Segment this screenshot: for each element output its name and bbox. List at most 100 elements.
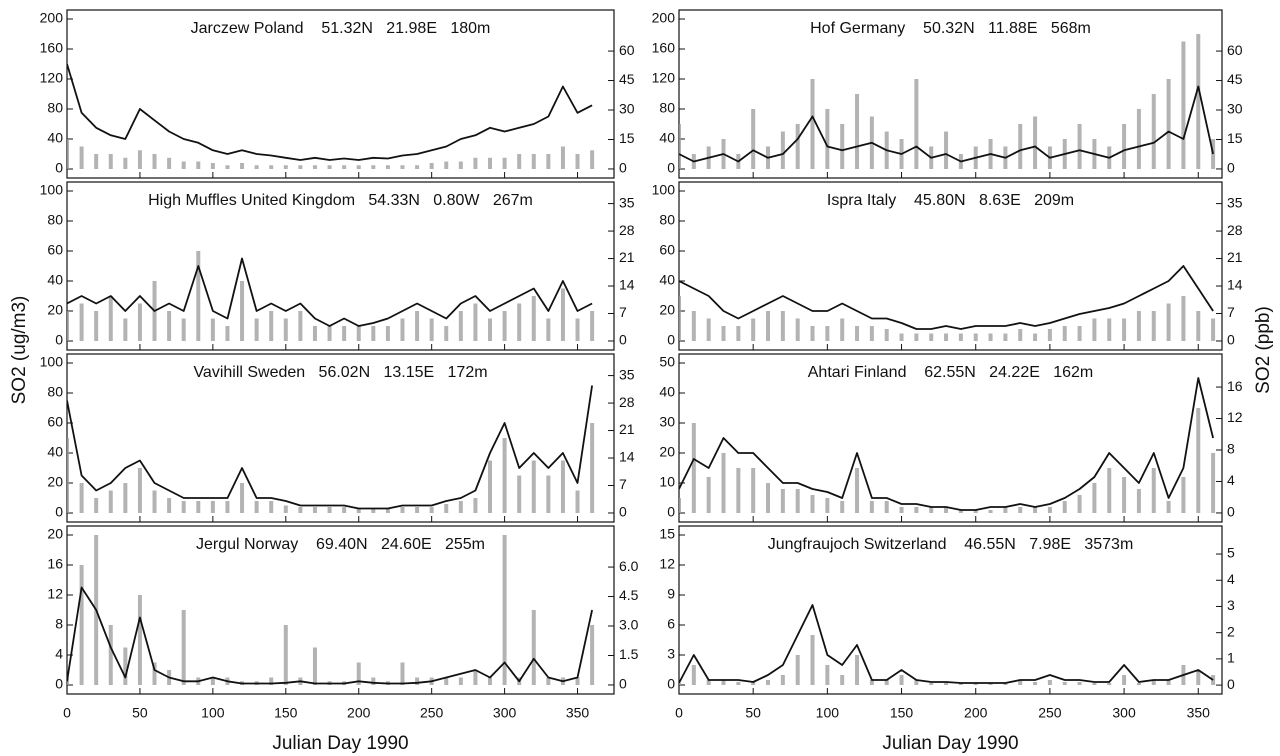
- y2-tick-label: 21: [619, 421, 635, 437]
- gray-spike: [415, 677, 420, 685]
- y2-tick-label: 4: [1227, 571, 1235, 587]
- gray-spike: [795, 655, 800, 685]
- gray-spike: [488, 677, 493, 685]
- gray-spike: [988, 683, 993, 685]
- gray-spike: [546, 154, 551, 169]
- gray-spike: [751, 318, 756, 341]
- series-line: [679, 85, 1214, 163]
- gray-spike: [929, 333, 934, 341]
- gray-spike: [342, 165, 347, 169]
- gray-spike: [575, 490, 580, 513]
- gray-spike: [123, 318, 128, 341]
- gray-spike: [1018, 329, 1023, 341]
- y-tick-label: 0: [55, 160, 63, 176]
- y-tick-label: 80: [659, 100, 675, 116]
- y-tick-label: 120: [652, 70, 676, 86]
- gray-spike: [766, 483, 771, 513]
- gray-spike: [400, 165, 405, 169]
- gray-spike: [575, 154, 580, 169]
- gray-spike: [1122, 318, 1127, 341]
- gray-spike: [679, 498, 681, 513]
- y2-tick-label: 12: [1227, 409, 1243, 425]
- gray-spike: [429, 507, 434, 513]
- plot-area: [67, 535, 595, 685]
- gray-spike: [691, 665, 696, 685]
- panel-title: Ahtari Finland 62.55N 24.22E 162m: [808, 364, 1094, 381]
- gray-spike: [240, 163, 245, 169]
- gray-spike: [1136, 109, 1141, 169]
- gray-spike: [1196, 670, 1201, 685]
- panel-title: Jergul Norway 69.40N 24.60E 255m: [196, 536, 485, 553]
- y-tick-label: 12: [659, 556, 675, 572]
- gray-spike: [546, 677, 551, 685]
- gray-spike: [152, 490, 157, 513]
- gray-spike: [590, 150, 595, 169]
- panel-title: Ispra Italy 45.80N 8.63E 209m: [827, 192, 1074, 209]
- y-tick-label: 60: [47, 242, 63, 258]
- gray-spike: [429, 318, 434, 341]
- gray-spike: [1033, 507, 1038, 513]
- y-tick-label: 20: [659, 302, 675, 318]
- y-tick-label: 40: [659, 130, 675, 146]
- gray-spike: [342, 326, 347, 341]
- gray-spike: [269, 677, 274, 685]
- gray-spike: [958, 333, 963, 341]
- y-tick-label: 100: [40, 182, 64, 198]
- x-tick-label: 300: [1112, 705, 1136, 721]
- gray-spike: [929, 507, 934, 513]
- panel-title: High Muffles United Kingdom 54.33N 0.80W…: [148, 192, 533, 209]
- gray-spike: [1062, 501, 1067, 513]
- gray-spike: [531, 296, 536, 341]
- y2-tick-label: 35: [1227, 194, 1243, 210]
- gray-spike: [444, 161, 449, 169]
- gray-spike: [691, 311, 696, 341]
- gray-spike: [1003, 333, 1008, 341]
- panel-title: Jungfraujoch Switzerland 46.55N 7.98E 35…: [768, 536, 1134, 553]
- gray-spike: [1196, 34, 1201, 169]
- gray-spike: [899, 507, 904, 513]
- gray-spike: [502, 157, 507, 169]
- y2-tick-label: 7: [1227, 304, 1235, 320]
- gray-spike: [840, 124, 845, 169]
- gray-spike: [825, 665, 830, 685]
- gray-spike: [884, 680, 889, 685]
- gray-spike: [312, 507, 317, 513]
- gray-spike: [283, 625, 288, 685]
- gray-spike: [825, 326, 830, 341]
- gray-spike: [706, 477, 711, 513]
- gray-spike: [94, 154, 99, 169]
- x-tick-label: 0: [675, 705, 683, 721]
- gray-spike: [152, 154, 157, 169]
- gray-spike: [546, 318, 551, 341]
- y-tick-label: 20: [47, 474, 63, 490]
- gray-spike: [1077, 495, 1082, 513]
- gray-spike: [385, 326, 390, 341]
- y-tick-label: 4: [55, 646, 63, 662]
- gray-spike: [371, 508, 376, 513]
- gray-spike: [810, 635, 815, 685]
- gray-spike: [254, 318, 259, 341]
- x-tick-label: 100: [201, 705, 225, 721]
- gray-spike: [473, 157, 478, 169]
- plot-area: [67, 385, 595, 513]
- gray-spike: [327, 507, 332, 513]
- gray-spike: [1211, 453, 1216, 513]
- gray-spike: [721, 680, 726, 685]
- x-tick-label: 100: [816, 705, 840, 721]
- gray-spike: [1151, 94, 1156, 169]
- gray-spike: [298, 311, 303, 341]
- gray-spike: [810, 326, 815, 341]
- gray-spike: [1166, 501, 1171, 513]
- y-tick-label: 60: [659, 242, 675, 258]
- x-axis-label: Julian Day 1990: [272, 733, 408, 754]
- gray-spike: [1107, 683, 1112, 685]
- plot-area: [679, 604, 1216, 685]
- gray-spike: [123, 157, 128, 169]
- x-tick-label: 150: [890, 705, 914, 721]
- gray-spike: [1047, 507, 1052, 513]
- y-tick-label: 80: [659, 212, 675, 228]
- y2-tick-label: 0: [1227, 676, 1235, 692]
- gray-spike: [458, 161, 463, 169]
- gray-spike: [988, 510, 993, 513]
- gray-spike: [473, 498, 478, 513]
